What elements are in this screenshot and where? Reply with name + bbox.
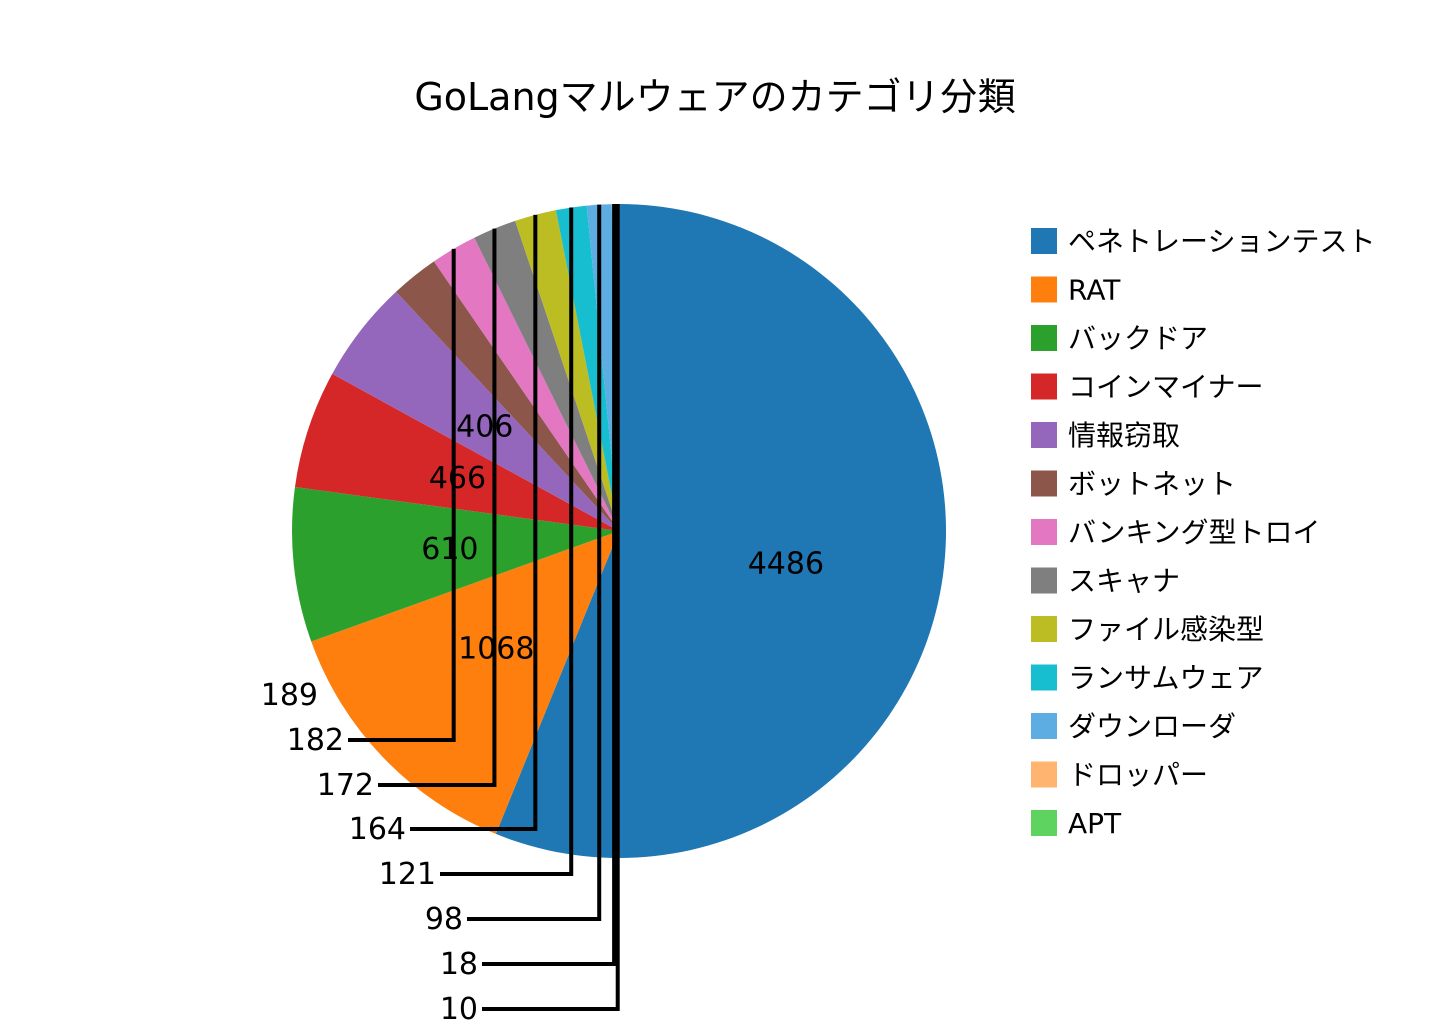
legend-label: RAT (1068, 274, 1121, 307)
legend-label: コインマイナー (1068, 371, 1263, 404)
chart-title: GoLangマルウェアのカテゴリ分類 (414, 75, 1015, 119)
legend-swatch (1031, 519, 1057, 545)
label-connector-line (378, 228, 497, 787)
slice-value-label: 98 (425, 902, 463, 937)
label-connector-line (467, 204, 602, 921)
legend-swatch (1031, 470, 1057, 497)
label-connector-line (482, 204, 617, 966)
legend-swatch (1031, 228, 1057, 254)
pie-slice-8 (474, 220, 619, 532)
pie-slice-9 (515, 210, 619, 531)
legend-label: APT (1068, 807, 1122, 840)
legend: ペネトレーションテスト RAT バックドアコインマイナー情報窃取ボットネットバンキン… (1031, 225, 1375, 840)
legend-label: ペネトレーションテスト (1068, 225, 1375, 258)
pie-outside-labels: 189 182 172 164 121 98 18 10 (261, 204, 620, 1022)
legend-label: バンキング型トロイ (1068, 516, 1321, 549)
pie-slice-1 (495, 204, 946, 858)
slice-value-label: 121 (379, 857, 436, 892)
legend-label: ドロッパー (1068, 759, 1208, 792)
label-connector-line (440, 207, 574, 876)
slice-value-label: 466 (429, 461, 486, 496)
legend-swatch (1031, 373, 1057, 400)
legend-swatch (1031, 664, 1057, 691)
legend-swatch (1031, 713, 1057, 739)
slice-value-label: 164 (349, 812, 406, 847)
legend-swatch (1031, 810, 1057, 836)
legend-swatch (1031, 325, 1057, 351)
slice-value-label: 172 (317, 768, 374, 803)
legend-label: ランサムウェア (1068, 662, 1263, 695)
legend-label: ダウンローダ (1068, 710, 1236, 743)
legend-swatch (1031, 761, 1057, 788)
pie-slice-2 (311, 531, 619, 834)
legend-label: 情報窃取 (1068, 419, 1180, 452)
label-connector-line (348, 248, 456, 742)
legend-swatch (1031, 422, 1057, 448)
legend-label: バックドア (1068, 322, 1208, 355)
label-connector-line (482, 204, 620, 1011)
pie-slice-5 (332, 291, 619, 531)
pie-slice-11 (586, 204, 619, 531)
slice-value-label: 4486 (748, 547, 824, 582)
legend-swatch (1031, 616, 1057, 642)
legend-swatch (1031, 567, 1057, 594)
legend-label: ファイル感染型 (1068, 613, 1264, 646)
legend-label: スキャナ (1068, 565, 1180, 598)
slice-value-label: 406 (456, 410, 513, 445)
legend-swatch (1031, 276, 1057, 303)
legend-label: ボットネット (1068, 468, 1236, 501)
slice-value-label: 182 (287, 723, 344, 758)
label-connector-line (410, 214, 538, 831)
pie-slice-4 (294, 373, 619, 531)
slice-value-label: 610 (421, 532, 478, 567)
slice-value-label: 189 (261, 678, 318, 713)
slice-value-label: 10 (440, 992, 478, 1022)
slice-value-label: 18 (440, 947, 478, 982)
